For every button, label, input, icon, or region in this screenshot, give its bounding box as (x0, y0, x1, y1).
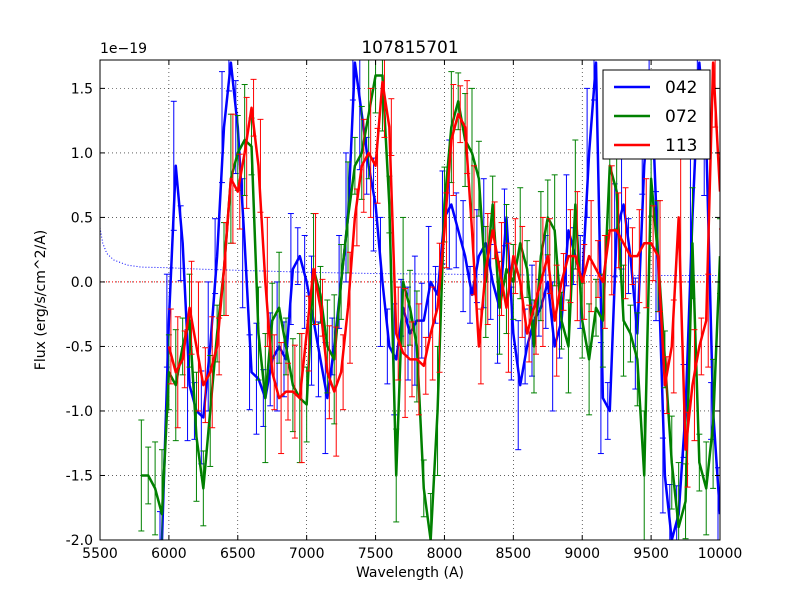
chart-title: 107815701 (361, 38, 458, 58)
x-tick-label: 6500 (220, 546, 256, 562)
x-tick-label: 7500 (358, 546, 394, 562)
legend-label-072: 072 (665, 107, 697, 127)
x-tick-label: 10000 (698, 546, 743, 562)
x-tick-label: 9000 (564, 546, 600, 562)
plot-frame (99, 59, 721, 541)
y-tick-label: 0.0 (71, 275, 93, 291)
series-group (138, 60, 720, 540)
x-tick-label: 8000 (427, 546, 463, 562)
legend-label-113: 113 (665, 136, 697, 156)
series-113 (167, 60, 720, 488)
y-tick-label: -1.5 (66, 468, 93, 484)
series-042 (157, 60, 720, 540)
legend: 042 072 113 (602, 69, 711, 160)
x-tick-label: 8500 (496, 546, 532, 562)
y-axis-label: Flux (erg/s/cm^2/A) (33, 230, 49, 370)
x-tick-label: 5500 (82, 546, 118, 562)
series-line-113 (167, 61, 720, 451)
y-tick-label: -1.0 (66, 404, 93, 420)
y-offset-label: 1e−19 (100, 41, 147, 57)
series-line-072 (141, 74, 720, 540)
y-tick-label: -2.0 (66, 533, 93, 549)
x-tick-label: 9500 (633, 546, 669, 562)
y-tick-label: -0.5 (66, 339, 93, 355)
axis-ticks: 5500 6000 6500 7000 7500 8000 8500 9000 9500 1000… (66, 60, 743, 562)
legend-label-042: 042 (665, 78, 697, 98)
y-tick-label: 1.0 (71, 146, 93, 162)
x-tick-label: 6000 (151, 546, 187, 562)
x-axis-label: Wavelength (A) (356, 565, 464, 581)
x-tick-label: 7000 (289, 546, 325, 562)
error-curve (100, 227, 720, 276)
y-tick-label: 1.5 (71, 81, 93, 97)
y-tick-label: 0.5 (71, 210, 93, 226)
